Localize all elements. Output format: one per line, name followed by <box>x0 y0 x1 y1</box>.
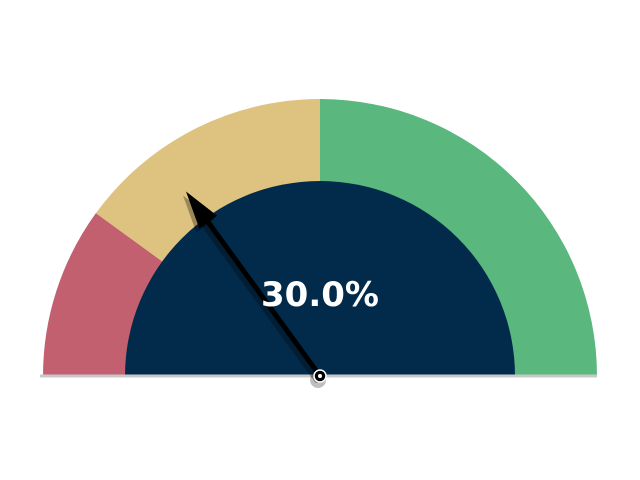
needle-head <box>186 191 218 229</box>
needle-shadow-shaft <box>202 223 320 383</box>
gauge-inner-disc <box>125 181 515 376</box>
gauge-value-label: 30.0% <box>261 275 379 315</box>
needle-hub-center <box>318 374 322 378</box>
needle-shaft <box>205 219 323 379</box>
gauge-needle <box>183 191 327 388</box>
